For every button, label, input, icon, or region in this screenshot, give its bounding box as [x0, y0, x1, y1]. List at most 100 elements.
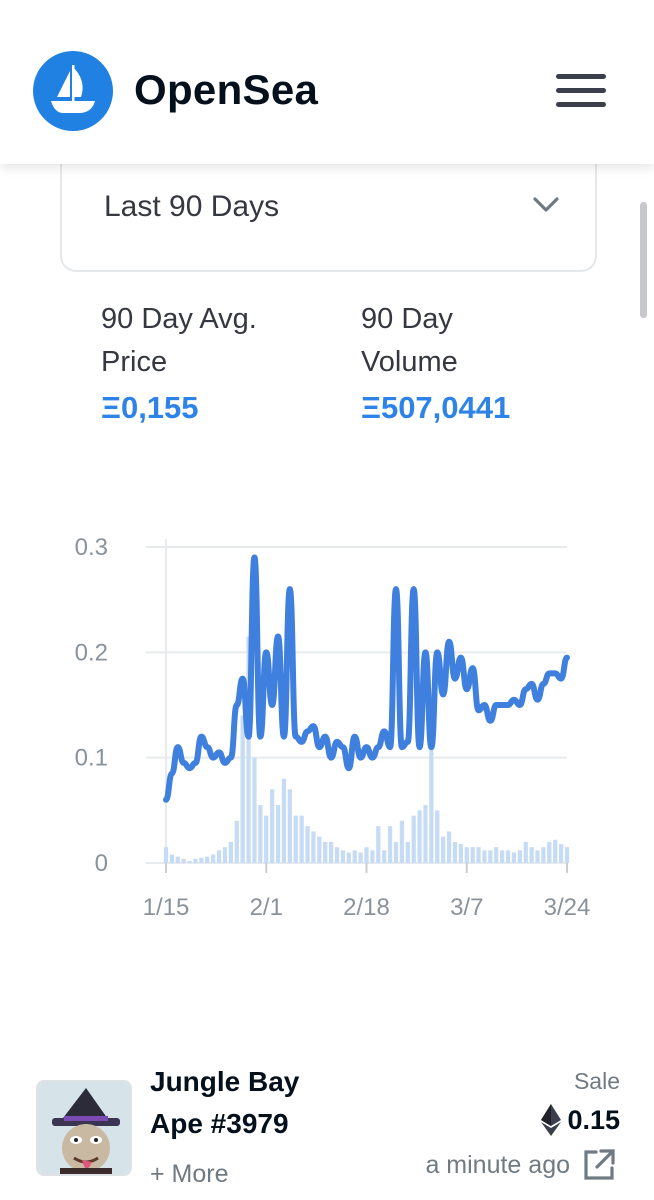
opensea-ship-icon [51, 65, 95, 113]
volume-stat: 90 Day Volume Ξ507,0441 [361, 298, 591, 426]
volume-bar [553, 839, 558, 863]
volume-bar [340, 850, 346, 863]
volume-bar [163, 847, 169, 863]
ape-avatar-icon [38, 1082, 130, 1174]
volume-bar [252, 757, 257, 863]
volume-bar [216, 850, 222, 863]
top-navigation-bar: OpenSea [0, 0, 654, 164]
volume-bar [370, 850, 375, 863]
volume-bar [399, 820, 405, 863]
volume-bar [452, 841, 458, 863]
event-type: Sale [573, 1068, 620, 1094]
volume-bar [199, 857, 204, 863]
volume-bar [523, 841, 528, 863]
volume-bar [393, 841, 399, 863]
sale-price: 0.15 [541, 1104, 620, 1136]
x-tick-label: 2/1 [250, 894, 283, 921]
y-tick-label: 0.3 [75, 534, 108, 561]
volume-bar [564, 847, 570, 863]
volume-bar [323, 841, 328, 863]
volume-bar [494, 847, 499, 863]
avg-price-value: Ξ0,155 [101, 390, 199, 425]
hamburger-menu-icon[interactable] [556, 74, 606, 108]
volume-bar [517, 850, 522, 863]
ethereum-icon [541, 1104, 562, 1136]
activity-row[interactable]: Jungle Bay Ape #3979 + More Sale 0.15 a … [0, 1060, 654, 1200]
volume-bar [382, 850, 387, 863]
x-tick-label: 3/7 [450, 894, 483, 921]
volume-bar [270, 789, 275, 863]
volume-bar [558, 844, 564, 863]
volume-bar [446, 831, 452, 863]
nft-thumbnail[interactable] [36, 1080, 132, 1176]
volume-bar [293, 815, 298, 863]
volume-bar [334, 847, 340, 863]
avg-price-label-line1: 90 Day Avg. [101, 303, 257, 335]
x-tick-label: 3/24 [544, 894, 591, 921]
y-tick-label: 0.2 [75, 639, 108, 666]
volume-bar [547, 841, 552, 863]
volume-bar [441, 836, 446, 863]
chevron-down-icon [533, 197, 559, 212]
price-value: 0.15 [567, 1104, 620, 1135]
event-time: a minute ago [425, 1148, 616, 1182]
volume-bar [169, 854, 175, 863]
volume-bar [376, 826, 381, 863]
volume-bar [458, 844, 463, 863]
volume-bar [305, 826, 310, 863]
volume-bar [364, 847, 369, 863]
avg-price-stat: 90 Day Avg. Price Ξ0,155 [101, 298, 331, 426]
volume-bar [511, 852, 517, 863]
volume-bar [488, 850, 493, 863]
volume-bar [299, 815, 304, 863]
volume-bar [470, 847, 475, 863]
external-link-icon[interactable] [582, 1148, 616, 1182]
volume-bar [411, 815, 416, 863]
volume-bar [387, 826, 393, 863]
volume-bar [429, 705, 434, 863]
volume-bar [476, 847, 481, 863]
volume-bar [405, 841, 410, 863]
volume-bar [211, 854, 216, 863]
volume-bar [482, 850, 487, 863]
item-name-line2[interactable]: Ape #3979 [150, 1108, 289, 1139]
volume-bar [417, 810, 422, 863]
volume-bar [228, 841, 233, 863]
volume-bar [175, 856, 180, 863]
volume-bar [287, 789, 292, 863]
volume-bar [311, 831, 316, 863]
volume-bar [234, 820, 239, 863]
page-scrollbar[interactable] [640, 202, 647, 318]
volume-bar [358, 852, 363, 863]
event-time-text: a minute ago [425, 1150, 570, 1179]
volume-bar [352, 850, 357, 863]
volume-bar [258, 805, 263, 863]
volume-bar [181, 858, 186, 863]
x-tick-label: 2/18 [343, 894, 390, 921]
volume-bar [317, 836, 322, 863]
volume-bar [529, 847, 534, 863]
y-tick-label: 0.1 [75, 745, 108, 772]
volume-bar [246, 636, 251, 863]
x-tick-label: 1/15 [143, 894, 190, 921]
volume-bar [205, 856, 210, 863]
volume-bar [187, 860, 192, 863]
time-period-value: Last 90 Days [104, 190, 280, 223]
avg-price-label-line2: Price [101, 346, 168, 378]
opensea-logo[interactable] [33, 51, 113, 131]
volume-bar [328, 841, 334, 863]
volume-bar [505, 850, 511, 863]
volume-bar [240, 715, 245, 863]
more-link[interactable]: + More [150, 1160, 229, 1188]
volume-bar [500, 850, 505, 863]
volume-bar [275, 805, 281, 863]
brand-name[interactable]: OpenSea [134, 66, 319, 113]
volume-bar [193, 858, 198, 863]
volume-bar [281, 778, 287, 863]
volume-bar [346, 852, 351, 863]
y-tick-label: 0 [95, 850, 108, 877]
volume-label-line2: Volume [361, 346, 458, 378]
volume-bar [541, 847, 546, 863]
volume-value: Ξ507,0441 [361, 390, 511, 425]
item-name-line1[interactable]: Jungle Bay [150, 1066, 300, 1097]
